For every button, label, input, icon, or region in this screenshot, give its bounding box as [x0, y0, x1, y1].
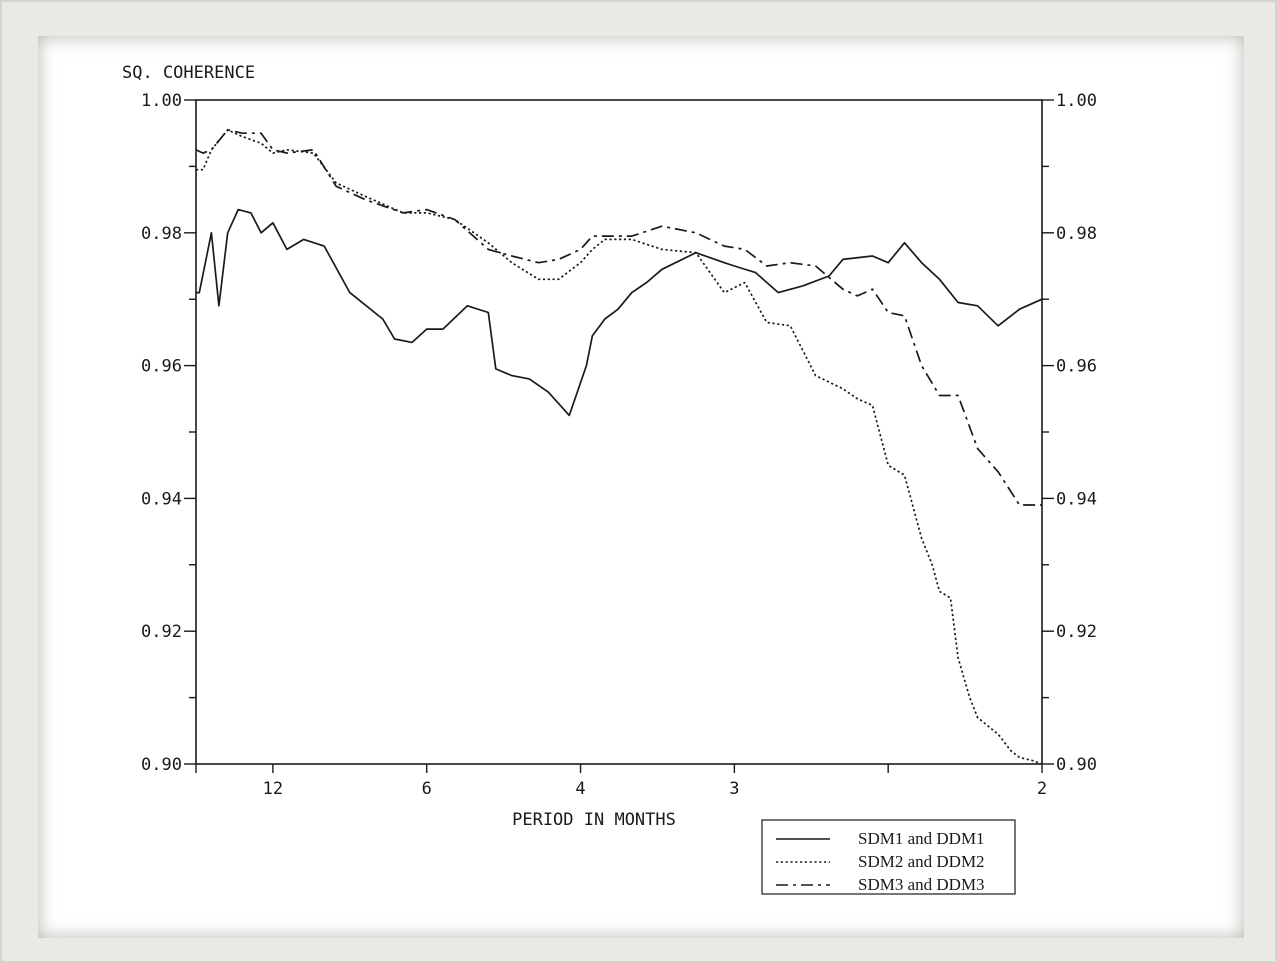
y-tick-label-left: 0.90	[141, 755, 182, 775]
legend-label: SDM1 and DDM1	[858, 829, 985, 848]
x-tick-label: 4	[575, 779, 585, 799]
x-axis-title: PERIOD IN MONTHS	[512, 810, 676, 830]
y-tick-label-left: 0.94	[141, 489, 182, 509]
x-tick-label: 12	[263, 779, 283, 799]
y-tick-label-right: 1.00	[1056, 91, 1097, 111]
y-tick-label-left: 0.96	[141, 357, 182, 377]
x-tick-label: 6	[422, 779, 432, 799]
y-tick-label-right: 0.98	[1056, 224, 1097, 244]
x-tick-label: 3	[729, 779, 739, 799]
legend-label: SDM3 and DDM3	[858, 875, 985, 894]
legend: SDM1 and DDM1 SDM2 and DDM2 SDM3 and DDM3	[761, 819, 1016, 895]
y-tick-label-left: 1.00	[141, 91, 182, 111]
chart-sheet: SQ. COHERENCE PERIOD IN MONTHS 1.00 1.00 0…	[38, 36, 1244, 938]
y-tick-label-left: 0.92	[141, 622, 182, 642]
y-tick-label-right: 0.96	[1056, 357, 1097, 377]
plot-area: 1.00 1.00 0.98 0.98 0.96 0.96 0.94 0.94 0.92 0.92…	[141, 91, 1097, 799]
coherence-chart: SQ. COHERENCE PERIOD IN MONTHS 1.00 1.00 0…	[122, 63, 1097, 895]
legend-label: SDM2 and DDM2	[858, 852, 985, 871]
plot-frame	[195, 99, 1043, 765]
y-tick-label-left: 0.98	[141, 224, 182, 244]
y-tick-label-right: 0.90	[1056, 755, 1097, 775]
x-tick-label: 2	[1037, 779, 1047, 799]
series-line-3	[195, 129, 1042, 506]
series-line-2	[196, 129, 1043, 765]
y-tick-label-right: 0.92	[1056, 622, 1097, 642]
y-axis-title: SQ. COHERENCE	[122, 63, 255, 83]
legend-box	[761, 819, 1016, 895]
series-line-1	[196, 208, 1043, 417]
y-tick-label-right: 0.94	[1056, 489, 1097, 509]
